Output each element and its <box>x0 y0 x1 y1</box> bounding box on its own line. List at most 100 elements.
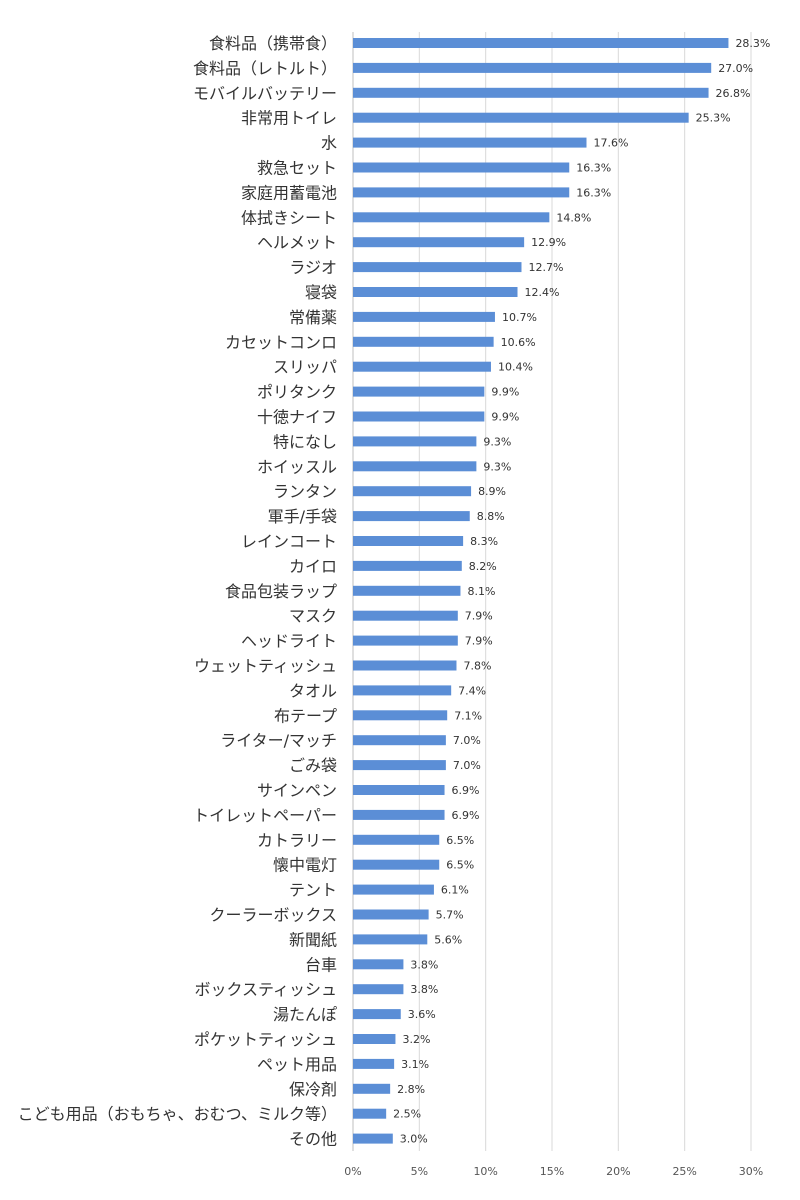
bar-25 <box>353 660 457 671</box>
value-label-7: 14.8% <box>556 211 591 224</box>
value-label-11: 10.7% <box>502 311 537 324</box>
category-label-38: ボックスティッシュ <box>194 980 337 999</box>
category-label-44: その他 <box>289 1130 337 1149</box>
bar-7 <box>353 212 550 223</box>
bar-22 <box>353 585 461 596</box>
bar-8 <box>353 237 525 248</box>
value-label-16: 9.3% <box>483 435 511 448</box>
value-label-4: 17.6% <box>593 137 628 150</box>
value-label-25: 7.8% <box>463 660 491 673</box>
value-label-5: 16.3% <box>576 162 611 175</box>
bar-33 <box>353 859 440 870</box>
bar-17 <box>353 461 477 472</box>
category-label-40: ポケットティッシュ <box>194 1030 337 1049</box>
value-label-1: 27.0% <box>718 62 753 75</box>
x-tick-label-6: 30% <box>739 1165 763 1178</box>
category-label-1: 食料品（レトルト） <box>193 59 337 78</box>
category-label-33: 懐中電灯 <box>273 856 337 875</box>
x-tick-label-2: 10% <box>473 1165 497 1178</box>
category-label-39: 湯たんぽ <box>273 1005 337 1024</box>
value-label-30: 6.9% <box>452 784 480 797</box>
category-label-0: 食料品（携帯食） <box>209 34 337 53</box>
value-label-38: 3.8% <box>410 983 438 996</box>
category-label-6: 家庭用蓄電池 <box>241 183 337 202</box>
value-label-21: 8.2% <box>469 560 497 573</box>
category-label-16: 特になし <box>273 432 337 451</box>
bars <box>353 38 729 1144</box>
bar-31 <box>353 809 445 820</box>
bar-26 <box>353 685 452 696</box>
value-label-33: 6.5% <box>446 859 474 872</box>
value-label-27: 7.1% <box>454 709 482 722</box>
bar-23 <box>353 610 458 621</box>
value-label-14: 9.9% <box>491 386 519 399</box>
category-label-2: モバイルバッテリー <box>193 84 337 103</box>
x-tick-label-0: 0% <box>344 1165 361 1178</box>
value-label-26: 7.4% <box>458 684 486 697</box>
category-label-11: 常備薬 <box>289 308 337 327</box>
bar-39 <box>353 1009 401 1020</box>
value-label-43: 2.5% <box>393 1108 421 1121</box>
bar-40 <box>353 1034 396 1044</box>
category-label-8: ヘルメット <box>257 233 337 252</box>
bar-14 <box>353 386 485 397</box>
category-label-15: 十徳ナイフ <box>257 408 337 427</box>
bar-10 <box>353 287 518 297</box>
value-label-0: 28.3% <box>735 37 770 50</box>
bar-21 <box>353 560 462 571</box>
value-label-36: 5.6% <box>434 933 462 946</box>
bar-37 <box>353 959 404 970</box>
category-label-25: ウェットティッシュ <box>194 657 337 676</box>
bar-29 <box>353 760 446 771</box>
category-label-30: サインペン <box>257 781 337 800</box>
value-label-20: 8.3% <box>470 535 498 548</box>
category-label-21: カイロ <box>289 557 337 576</box>
category-label-13: スリッパ <box>273 358 337 377</box>
value-labels: 28.3% 27.0% 26.8% 25.3% 17.6% 16.3% 16.3% 14.8%… <box>393 37 770 1146</box>
value-label-35: 5.7% <box>436 909 464 922</box>
bar-28 <box>353 735 446 746</box>
category-label-10: 寝袋 <box>305 283 337 302</box>
value-label-41: 3.1% <box>401 1058 429 1071</box>
category-label-14: ポリタンク <box>257 383 337 402</box>
category-label-9: ラジオ <box>289 258 337 277</box>
bar-36 <box>353 934 428 945</box>
bar-27 <box>353 710 448 721</box>
category-label-37: 台車 <box>305 955 337 974</box>
category-label-17: ホイッスル <box>257 457 337 476</box>
value-label-6: 16.3% <box>576 186 611 199</box>
category-label-5: 救急セット <box>257 159 337 178</box>
category-label-31: トイレットペーパー <box>193 806 337 825</box>
bar-44 <box>353 1133 393 1144</box>
category-labels: 食料品（携帯食） 食料品（レトルト） モバイルバッテリー非常用トイレ水救急セット家庭… <box>18 34 337 1149</box>
bar-3 <box>353 112 689 123</box>
category-label-18: ランタン <box>273 482 337 501</box>
bar-24 <box>353 635 458 646</box>
value-label-34: 6.1% <box>441 884 469 897</box>
bar-6 <box>353 187 570 198</box>
category-label-41: ペット用品 <box>257 1055 337 1074</box>
category-label-34: テント <box>289 881 337 900</box>
x-tick-label-4: 20% <box>606 1165 630 1178</box>
bar-1 <box>353 62 712 73</box>
value-label-3: 25.3% <box>696 112 731 125</box>
value-label-8: 12.9% <box>531 236 566 249</box>
value-label-9: 12.7% <box>528 261 563 274</box>
value-label-10: 12.4% <box>525 286 560 299</box>
value-label-18: 8.9% <box>478 485 506 498</box>
category-label-36: 新聞紙 <box>289 930 337 949</box>
value-label-29: 7.0% <box>453 759 481 772</box>
value-label-19: 8.8% <box>477 510 505 523</box>
value-label-15: 9.9% <box>491 411 519 424</box>
bar-4 <box>353 137 587 148</box>
bar-42 <box>353 1083 391 1094</box>
bar-5 <box>353 162 570 173</box>
bar-12 <box>353 336 494 347</box>
bar-20 <box>353 536 464 546</box>
value-label-44: 3.0% <box>400 1133 428 1146</box>
bar-15 <box>353 411 485 422</box>
bar-16 <box>353 436 477 447</box>
value-label-23: 7.9% <box>465 610 493 623</box>
bar-18 <box>353 486 472 497</box>
